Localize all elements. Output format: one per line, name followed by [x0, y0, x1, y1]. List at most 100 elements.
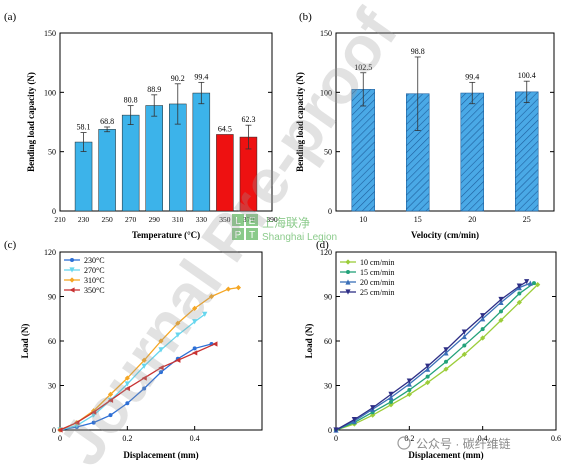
- wechat-watermark: 公众号 · 碳纤维链: [397, 436, 511, 451]
- data-label: 58.1: [77, 123, 91, 132]
- x-axis-label: Temperature (°C): [132, 230, 200, 240]
- series-line: [335, 282, 535, 431]
- y-axis-label: Load (N): [304, 324, 314, 359]
- logo-letter: L: [235, 216, 241, 227]
- data-point: [69, 287, 75, 293]
- series-line: [335, 281, 528, 431]
- data-point: [345, 289, 351, 295]
- y-tick-label: 60: [324, 337, 332, 346]
- y-tick-label: 90: [324, 293, 332, 302]
- data-point: [124, 381, 130, 387]
- data-point: [125, 401, 130, 406]
- y-tick-label: 100: [44, 88, 56, 97]
- x-tick-label: 230: [78, 215, 90, 224]
- x-tick-label: 210: [54, 215, 66, 224]
- logo-tile: [246, 228, 258, 240]
- x-tick-label: 10: [359, 215, 367, 224]
- series-line: [59, 313, 206, 431]
- y-tick-label: 50: [324, 148, 332, 157]
- x-tick-label: 0: [58, 434, 62, 443]
- data-point: [346, 270, 350, 274]
- logo-tile: [232, 214, 244, 226]
- bar: [74, 141, 93, 212]
- data-point: [516, 283, 522, 289]
- data-point: [388, 394, 394, 400]
- data-point: [141, 375, 147, 381]
- data-point: [175, 357, 181, 363]
- y-tick-label: 30: [324, 382, 332, 391]
- data-point: [443, 366, 449, 372]
- data-point: [370, 405, 376, 411]
- data-point: [141, 357, 147, 363]
- x-tick-label: 0.2: [122, 434, 132, 443]
- data-point: [192, 305, 198, 311]
- data-point: [388, 391, 394, 397]
- data-label: 80.8: [124, 96, 138, 105]
- data-point: [444, 359, 448, 364]
- data-point: [406, 391, 412, 397]
- panel-label: (c): [4, 239, 17, 251]
- data-point: [91, 420, 96, 425]
- data-point: [498, 296, 504, 303]
- data-point: [192, 350, 198, 356]
- plot-frame: [59, 32, 273, 212]
- wechat-account-text: 公众号 · 碳纤维链: [416, 436, 511, 451]
- data-point: [192, 346, 197, 351]
- data-point: [388, 402, 394, 408]
- data-point: [159, 370, 163, 375]
- y-axis-label: Bending load capacity (N): [295, 72, 305, 172]
- x-tick-label: 0.4: [478, 434, 488, 443]
- data-point: [406, 378, 412, 384]
- data-point: [425, 366, 431, 372]
- lept-logo-watermark: L E P T 上海联净 Shanghai Legion: [232, 214, 337, 243]
- data-label: 100.4: [518, 71, 536, 80]
- logo-letter: E: [249, 216, 256, 227]
- legend-entry: 270°C: [84, 266, 105, 275]
- panel-c-line-chart: 0 30 60 90 120 (c) Load (N) Displacement (mm) 0 0…: [4, 239, 263, 460]
- x-tick-label: 0.2: [404, 434, 414, 443]
- legend-entry: 15 cm/min: [360, 268, 394, 277]
- data-point: [212, 341, 218, 347]
- series-line: [59, 343, 212, 431]
- y-tick-label: 120: [320, 248, 332, 257]
- data-point: [517, 291, 522, 296]
- logo-tile: [232, 228, 244, 240]
- data-point: [225, 286, 231, 292]
- data-point: [461, 351, 467, 357]
- y-axis-label: Load (N): [20, 324, 30, 359]
- bar: [216, 134, 234, 212]
- data-point: [535, 282, 541, 288]
- legend-entry: 25 cm/min: [360, 288, 394, 297]
- logo-tile: [246, 214, 258, 226]
- data-point: [461, 329, 467, 335]
- legend-entry: 350°C: [84, 286, 105, 295]
- y-tick-label: 50: [48, 148, 56, 157]
- data-label: 98.8: [411, 47, 425, 56]
- data-point: [407, 387, 412, 392]
- x-tick-label: 350: [219, 215, 231, 224]
- y-tick-label: 30: [48, 382, 56, 391]
- data-point: [235, 285, 242, 291]
- data-point: [345, 259, 351, 265]
- data-point: [107, 391, 114, 397]
- y-tick-label: 150: [44, 29, 56, 38]
- x-tick-label: 0.4: [190, 434, 200, 443]
- data-point: [524, 279, 530, 285]
- data-point: [175, 332, 181, 338]
- data-point: [107, 397, 114, 403]
- x-tick-label: 25: [523, 215, 531, 224]
- x-tick-label: 390: [266, 215, 278, 224]
- data-point: [158, 365, 164, 371]
- y-tick-label: 60: [48, 337, 56, 346]
- data-point: [443, 350, 449, 356]
- bar: [460, 92, 484, 212]
- series-line: [59, 343, 216, 431]
- x-axis-label: Velocity (cm/min): [411, 230, 479, 240]
- data-point: [351, 417, 357, 423]
- data-label: 88.9: [147, 85, 161, 94]
- data-point: [425, 363, 431, 369]
- x-tick-label: 15: [414, 215, 422, 224]
- data-point: [462, 343, 467, 348]
- data-label: 68.8: [100, 117, 114, 126]
- data-point: [480, 316, 486, 322]
